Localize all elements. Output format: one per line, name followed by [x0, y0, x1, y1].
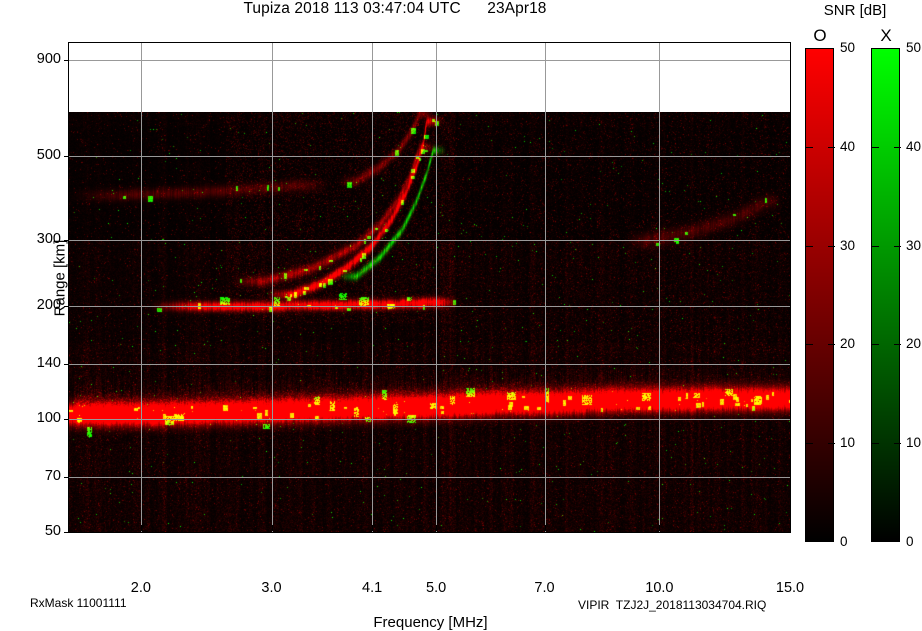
colorbar-tick-mark [806, 146, 813, 148]
colorbar-tick-mark [872, 245, 879, 247]
colorbar-tick-mark [894, 146, 901, 148]
colorbar-tick-label: 30 [906, 237, 922, 253]
y-tick-label: 70 [44, 468, 61, 485]
ionogram-image [69, 112, 790, 532]
colorbar-tick-mark [894, 344, 901, 346]
y-tick-mark [64, 532, 69, 533]
y-tick-label: 140 [36, 354, 61, 371]
grid-line-vertical [436, 43, 438, 532]
grid-line-vertical [372, 43, 374, 532]
colorbar-tick-mark [872, 146, 879, 148]
y-tick-label: 100 [36, 409, 61, 426]
colorbar-tick-mark [872, 344, 879, 346]
y-tick-mark [64, 363, 69, 365]
colorbar-tick-mark [806, 245, 813, 247]
grid-line-horizontal [69, 305, 790, 307]
grid-line-vertical [544, 43, 546, 532]
colorbar-tick-mark [828, 146, 835, 148]
x-tick-label: 5.0 [426, 580, 447, 596]
grid-line-horizontal [69, 477, 790, 479]
colorbar-tick-label: 50 [840, 40, 856, 55]
x-tick-mark [436, 525, 438, 531]
colorbar-tick-mark [894, 245, 901, 247]
grid-line-vertical [271, 43, 273, 532]
grid-line-vertical [659, 43, 661, 532]
colorbar-x [871, 48, 900, 542]
x-tick-label: 15.0 [775, 580, 805, 596]
colorbar-tick-label: 50 [906, 40, 922, 55]
colorbar-tick-mark [872, 443, 879, 445]
y-tick-label: 500 [36, 147, 61, 164]
colorbar-tick-mark [894, 443, 901, 445]
plot-frame: 50 70 100 140 200 300 500 900 2.0 3.0 4.1 5.0 7.0 10… [37, 42, 804, 631]
colorbar-tick-mark [828, 245, 835, 247]
x-tick-label: 7.0 [534, 580, 555, 596]
grid-line-horizontal [69, 418, 790, 420]
x-tick-label: 4.1 [362, 580, 383, 596]
y-tick-mark [64, 239, 69, 241]
colorbar-o [805, 48, 834, 542]
ionogram-page: Tupiza 2018 113 03:47:04 UTC 23Apr18 50 7… [30, 0, 922, 631]
grid-line-horizontal [69, 239, 790, 241]
y-tick-mark [64, 156, 69, 158]
y-tick-mark [64, 60, 69, 62]
file-label: VIPIR TZJ2J_2018113034704.RIQ [578, 598, 767, 612]
colorbar-tick-label: 0 [840, 534, 848, 549]
grid-line-vertical [140, 43, 142, 532]
x-tick-mark [659, 525, 661, 531]
colorbar-tick-mark [828, 443, 835, 445]
y-tick-mark [64, 305, 69, 307]
colorbar-tick-label: 10 [840, 435, 856, 451]
x-tick-label: 10.0 [645, 580, 674, 596]
grid-line-horizontal [69, 363, 790, 365]
colorbar-tick-label: 10 [906, 435, 922, 451]
colorbar-tick-mark [806, 344, 813, 346]
colorbar-tick-label: 0 [906, 534, 914, 549]
colorbar-tick-label: 20 [840, 336, 856, 352]
y-axis-label: Range [km] [51, 239, 69, 317]
colorbar-tick-mark [806, 443, 813, 445]
y-tick-mark [64, 418, 69, 420]
x-tick-label: 2.0 [130, 580, 151, 596]
colorbar-o-letter: O [813, 26, 827, 45]
page-title: Tupiza 2018 113 03:47:04 UTC 23Apr18 [243, 0, 547, 17]
colorbar-tick-label: 30 [840, 237, 856, 253]
x-axis-label: Frequency [MHz] [373, 614, 488, 631]
colorbar-tick-label: 40 [840, 138, 856, 154]
colorbar-x-letter: X [880, 26, 892, 45]
ionogram-canvas [69, 112, 790, 532]
y-tick-label: 200 [36, 296, 61, 313]
colorbar-title: SNR [dB] [823, 2, 887, 19]
rxmask-label: RxMask 11001111 [30, 596, 127, 610]
colorbar-tick-label: 40 [906, 138, 922, 154]
x-tick-mark [372, 525, 374, 531]
x-tick-mark [790, 525, 791, 531]
x-tick-label: 3.0 [261, 580, 282, 596]
colorbar-tick-label: 20 [906, 336, 922, 352]
x-tick-mark [140, 525, 142, 531]
y-tick-label: 50 [44, 523, 61, 539]
y-tick-label: 300 [36, 230, 61, 247]
y-tick-mark [64, 477, 69, 479]
x-tick-mark [271, 525, 273, 531]
colorbar-tick-mark [828, 344, 835, 346]
grid-line-horizontal [69, 60, 790, 62]
x-tick-mark [544, 525, 546, 531]
grid-line-horizontal [69, 156, 790, 158]
y-tick-label: 900 [36, 51, 61, 68]
